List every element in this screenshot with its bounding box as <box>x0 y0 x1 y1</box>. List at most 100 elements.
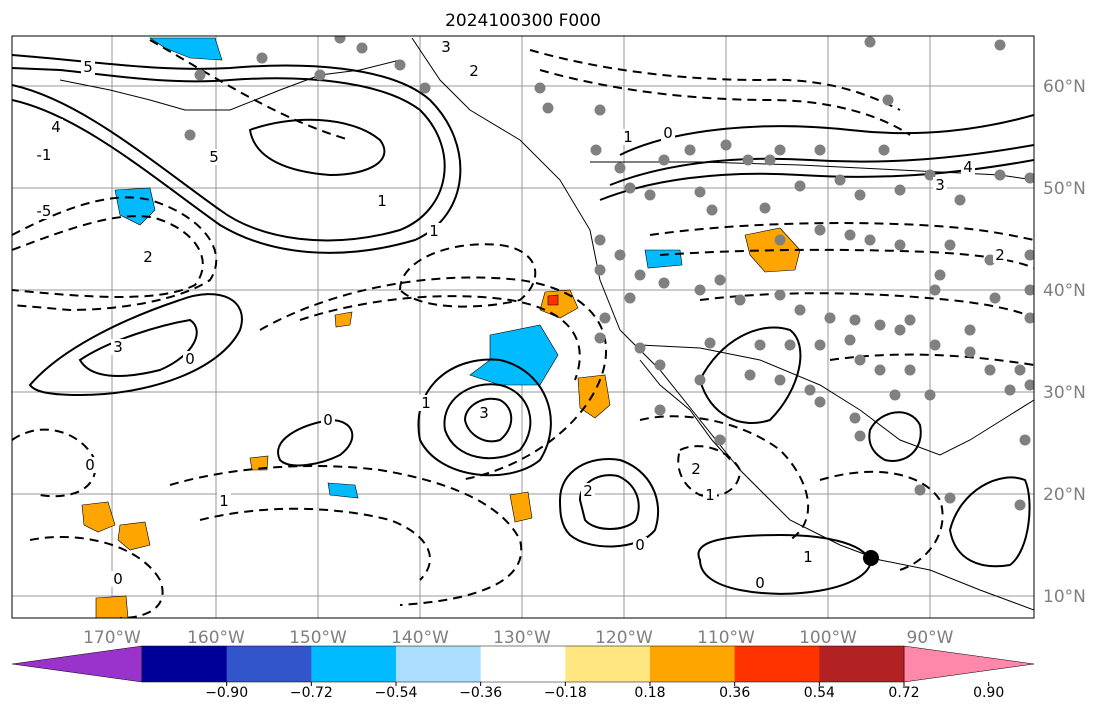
shade-blue-ne-pacific <box>149 37 223 61</box>
contour-label-bg <box>581 483 595 499</box>
coastline-gulf <box>859 399 1034 456</box>
contour-label: 1 <box>429 222 439 240</box>
station-dot <box>614 249 626 261</box>
contour-label: 0 <box>323 411 333 429</box>
station-dot <box>1024 379 1034 391</box>
contour-label: 1 <box>705 486 715 504</box>
contour-dashed-north-2 <box>539 69 911 136</box>
station-dot <box>654 404 666 416</box>
station-dot <box>854 189 866 201</box>
station-dot <box>904 314 916 326</box>
contour-label: -1 <box>37 146 52 164</box>
station-dot <box>924 169 936 181</box>
station-dot <box>774 289 786 301</box>
contour-dashed-central-1 <box>259 276 608 481</box>
colorbar-segment <box>142 646 228 682</box>
contour-label-bg <box>37 147 51 163</box>
longitude-tick-labels: 170°W 160°W 150°W 140°W 130°W 120°W 110°W 100°W… <box>83 628 954 648</box>
colorbar <box>11 645 1035 683</box>
contour-dashed-plains-1 <box>649 222 1034 241</box>
contour-dashed-plains-2 <box>659 248 1034 269</box>
contour-label: 2 <box>583 482 593 500</box>
colorbar-tick-label: 0.36 <box>719 685 750 701</box>
contour-gulf-low <box>868 411 922 462</box>
contour-label: 0 <box>113 570 123 588</box>
station-dot <box>844 334 856 346</box>
contour-label-bg <box>661 125 675 141</box>
station-dot <box>644 189 656 201</box>
longitude-tick-label: 170°W <box>83 628 141 648</box>
longitude-tick-label: 110°W <box>697 628 755 648</box>
longitude-tick-label: 160°W <box>187 628 245 648</box>
map-background <box>12 36 1034 618</box>
contour-label-bg <box>933 177 947 193</box>
colorbar-tick-label: −0.72 <box>290 685 333 701</box>
station-dot <box>844 229 856 241</box>
station-dot <box>714 274 726 286</box>
shade-orange-hawaii-e <box>117 521 151 551</box>
station-dot <box>894 324 906 336</box>
contour-dashed-south-us <box>829 353 1034 366</box>
station-dot <box>334 36 346 44</box>
contour-label: 2 <box>691 460 701 478</box>
station-dot <box>614 162 626 174</box>
contour-ridge-gulf-alaska-2 <box>12 54 462 254</box>
station-dot <box>874 364 886 376</box>
coastline-baja <box>639 359 731 461</box>
contour-label-bg <box>801 549 815 565</box>
latitude-tick-label: 30°N <box>1043 383 1086 403</box>
contour-ridge-gulf-alaska-3 <box>248 118 386 177</box>
contour-label: 0 <box>635 536 645 554</box>
contour-dashed-southern-1 <box>169 464 523 606</box>
contour-dashed-plains-3 <box>699 292 1034 321</box>
contour-dashed-lower-left <box>29 536 164 618</box>
contour-label: 3 <box>935 176 945 194</box>
colorbar-segment <box>819 646 905 682</box>
station-dot <box>394 59 406 71</box>
highlight-station <box>863 550 879 566</box>
colorbar-tick-label: 0.54 <box>804 685 835 701</box>
contour-label-bg <box>217 493 231 509</box>
contour-label: 2 <box>995 246 1005 264</box>
longitude-tick-label: 120°W <box>595 628 653 648</box>
station-dot <box>694 186 706 198</box>
contour-pacific-high-3 <box>463 397 513 443</box>
coastline-alaska <box>59 59 401 111</box>
latitude-tick-label: 40°N <box>1043 281 1086 301</box>
station-dot <box>634 269 646 281</box>
contour-label: 3 <box>479 404 489 422</box>
contour-label-bg <box>81 59 95 75</box>
longitude-tick-label: 100°W <box>799 628 857 648</box>
station-dot <box>854 430 866 442</box>
contour-label: 1 <box>377 192 387 210</box>
contour-dashed-tropical-e-2 <box>677 445 742 498</box>
contour-label-bg <box>467 63 481 79</box>
station-dot <box>889 389 901 401</box>
station-dot <box>984 254 996 266</box>
station-dot <box>720 139 732 151</box>
station-dot <box>194 69 206 81</box>
station-dot <box>356 42 368 54</box>
contours-solid <box>12 54 1034 595</box>
station-dot <box>624 292 636 304</box>
station-markers <box>184 36 1034 511</box>
border-us-canada <box>590 161 1034 181</box>
contour-pacific-high-1 <box>417 358 552 477</box>
station-dot <box>542 102 554 114</box>
contour-label: 0 <box>663 124 673 142</box>
contour-tropical-high-2 <box>578 474 640 530</box>
contour-label-bg <box>439 39 453 55</box>
contour-label: 1 <box>623 128 633 146</box>
shade-blue-offshore <box>469 324 559 386</box>
station-dot <box>894 239 906 251</box>
station-dot <box>764 154 776 166</box>
station-dot <box>684 144 696 156</box>
station-dot <box>1019 434 1031 446</box>
station-dot <box>989 292 1001 304</box>
contour-label-bg <box>419 395 433 411</box>
contour-label-bg <box>633 537 647 553</box>
contour-zero-tropics <box>277 418 354 467</box>
station-dot <box>774 234 786 246</box>
station-dot <box>864 234 876 246</box>
